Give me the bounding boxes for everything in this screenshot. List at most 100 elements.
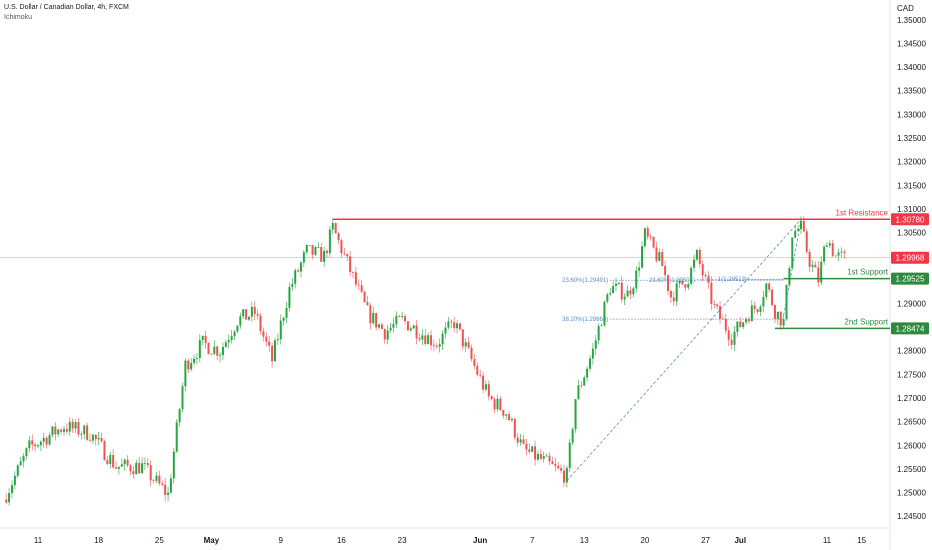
candle-body bbox=[94, 434, 97, 440]
candle-body bbox=[664, 266, 667, 276]
candle-body bbox=[265, 336, 268, 342]
candle-body bbox=[175, 422, 178, 452]
candle-body bbox=[123, 459, 126, 465]
candle-body bbox=[398, 316, 401, 317]
candle-body bbox=[615, 283, 617, 286]
candle-body bbox=[346, 253, 349, 257]
candle-body bbox=[86, 425, 89, 440]
candle-body bbox=[620, 282, 623, 300]
price-tag bbox=[891, 322, 929, 335]
candle-body bbox=[724, 319, 727, 331]
candle-body bbox=[167, 492, 170, 495]
candle-body bbox=[404, 316, 407, 322]
candle-body bbox=[669, 291, 672, 298]
candle-body bbox=[534, 446, 537, 460]
indicator-label[interactable]: Ichimoku bbox=[4, 14, 33, 21]
candle-body bbox=[727, 330, 730, 340]
candle-body bbox=[380, 324, 383, 329]
candle-body bbox=[424, 335, 427, 345]
candle-body bbox=[89, 439, 92, 441]
candle-body bbox=[91, 434, 94, 441]
candle-body bbox=[360, 285, 363, 292]
candle-body bbox=[765, 283, 768, 297]
x-tick-label: Jul bbox=[734, 536, 746, 545]
candle-body bbox=[233, 331, 236, 337]
candle-body bbox=[482, 375, 485, 390]
candle-body bbox=[213, 346, 216, 354]
candle-body bbox=[314, 247, 317, 255]
candle-body bbox=[834, 255, 837, 257]
candle-body bbox=[831, 243, 834, 256]
candle-body bbox=[811, 264, 814, 267]
candle-body bbox=[45, 437, 48, 445]
candle-body bbox=[120, 464, 123, 467]
candle-body bbox=[591, 348, 594, 359]
candle-body bbox=[28, 440, 31, 449]
candle-body bbox=[635, 270, 638, 289]
candle-body bbox=[421, 335, 424, 340]
candle-body bbox=[484, 384, 487, 390]
candle-body bbox=[432, 345, 435, 347]
candle-body bbox=[294, 270, 297, 284]
y-tick-label: 1.27500 bbox=[897, 370, 926, 379]
price-tag-label: 1.29525 bbox=[896, 275, 925, 284]
candle-body bbox=[597, 326, 600, 341]
candle-body bbox=[22, 456, 25, 462]
y-tick-label: 1.25500 bbox=[897, 465, 926, 474]
candle-body bbox=[745, 319, 748, 323]
candle-body bbox=[51, 426, 54, 436]
candle-body bbox=[230, 336, 233, 340]
candle-body bbox=[716, 304, 719, 307]
candle-body bbox=[357, 284, 360, 286]
candle-body bbox=[25, 448, 28, 457]
candle-body bbox=[779, 311, 782, 326]
candle-body bbox=[204, 335, 207, 344]
candle-body bbox=[415, 325, 418, 339]
candle-body bbox=[828, 243, 831, 246]
candle-body bbox=[817, 267, 820, 283]
candle-body bbox=[458, 323, 461, 330]
candle-body bbox=[375, 312, 378, 328]
candle-body bbox=[349, 256, 352, 272]
y-tick-label: 1.31000 bbox=[897, 205, 926, 214]
candle-body bbox=[60, 429, 63, 432]
candle-body bbox=[476, 365, 479, 375]
candle-body bbox=[719, 306, 722, 319]
candle-body bbox=[586, 368, 589, 378]
level-label: 2nd Support bbox=[844, 317, 888, 326]
currency-label: CAD bbox=[897, 4, 914, 13]
candle-body bbox=[132, 471, 135, 475]
candle-body bbox=[256, 313, 259, 316]
candle-body bbox=[690, 267, 693, 284]
candle-body bbox=[83, 425, 86, 434]
candle-body bbox=[16, 465, 19, 476]
candle-body bbox=[354, 272, 357, 285]
candle-body bbox=[641, 246, 644, 268]
candle-body bbox=[372, 312, 375, 324]
candle-body bbox=[623, 296, 626, 300]
candle-body bbox=[210, 353, 213, 355]
candle-body bbox=[155, 475, 158, 481]
candle-body bbox=[479, 374, 482, 376]
candle-body bbox=[756, 309, 759, 313]
y-tick-label: 1.26000 bbox=[897, 441, 926, 450]
trend-line bbox=[566, 219, 802, 481]
candle-body bbox=[285, 307, 288, 318]
candle-body bbox=[704, 275, 707, 277]
candle-body bbox=[776, 311, 779, 319]
candle-body bbox=[681, 281, 684, 285]
fib-level-label: 1(1.29513) bbox=[718, 277, 747, 283]
candle-body bbox=[823, 246, 826, 262]
candle-body bbox=[63, 429, 66, 432]
candle-body bbox=[580, 385, 583, 387]
candle-body bbox=[103, 441, 106, 461]
candle-body bbox=[412, 325, 415, 329]
candle-body bbox=[37, 445, 39, 447]
candle-body bbox=[158, 475, 161, 484]
candle-body bbox=[221, 346, 224, 356]
candle-body bbox=[617, 282, 620, 284]
candle-body bbox=[464, 342, 467, 347]
candle-body bbox=[366, 302, 369, 306]
candle-body bbox=[65, 429, 68, 432]
